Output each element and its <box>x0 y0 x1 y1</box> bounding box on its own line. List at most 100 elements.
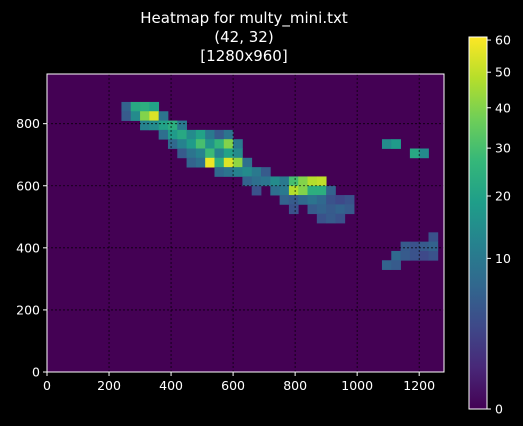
heatmap-cell <box>400 250 411 261</box>
heatmap-cell <box>177 129 187 140</box>
heatmap-cell <box>186 148 197 159</box>
x-axis: 0 200 400 600 800 1000 1200 <box>43 372 435 393</box>
heatmap-cell <box>214 157 225 168</box>
heatmap-cell <box>400 241 411 252</box>
heatmap-cell <box>335 213 346 224</box>
x-tick-label: 1200 <box>403 378 435 393</box>
y-tick-label: 600 <box>16 178 40 193</box>
heatmap-cell <box>261 176 271 187</box>
colorbar: 0 10 20 30 40 50 60 <box>468 33 511 417</box>
heatmap-cell <box>428 250 439 261</box>
heatmap-cell <box>251 176 262 187</box>
heatmap-cell <box>186 157 197 168</box>
heatmap-cell <box>130 111 141 121</box>
heatmap-cell <box>195 139 206 149</box>
heatmap-cell <box>140 111 150 121</box>
heatmap-cell <box>214 148 225 159</box>
heatmap-cell <box>279 195 290 205</box>
heatmap-cell <box>223 129 234 140</box>
heatmap-cell <box>344 195 355 205</box>
heatmap-cell <box>288 185 299 196</box>
heatmap-cell <box>214 129 225 140</box>
y-tick-label: 200 <box>16 302 40 317</box>
plot-area <box>46 73 445 373</box>
heatmap-cell <box>177 139 187 149</box>
heatmap-cell <box>428 232 439 243</box>
heatmap-cell <box>205 129 215 140</box>
colorbar-tick-label: 50 <box>495 65 511 80</box>
heatmap-cell <box>214 167 225 177</box>
colorbar-tick-label: 20 <box>495 188 511 203</box>
heatmap-cell <box>130 101 141 112</box>
y-axis: 0 200 400 600 800 <box>16 116 47 380</box>
heatmap-cell <box>186 129 197 140</box>
colorbar-tick-label: 0 <box>495 402 503 417</box>
heatmap-cell <box>335 204 346 215</box>
heatmap-cell <box>326 204 336 215</box>
chart-title-line-1: Heatmap for multy_mini.txt <box>140 9 348 28</box>
heatmap-cell <box>223 157 234 168</box>
heatmap-cell <box>223 148 234 159</box>
heatmap-cell <box>335 195 346 205</box>
heatmap-cells <box>121 101 439 270</box>
heatmap-cell <box>233 148 243 159</box>
heatmap-cell <box>177 120 187 131</box>
y-tick-label: 0 <box>32 365 40 380</box>
heatmap-cell <box>279 185 290 196</box>
heatmap-cell <box>158 111 169 121</box>
x-tick-label: 600 <box>221 378 245 393</box>
heatmap-cell <box>391 250 401 261</box>
heatmap-cell <box>214 139 225 149</box>
heatmap-cell <box>326 185 336 196</box>
colorbar-tick-label: 30 <box>495 141 511 156</box>
heatmap-cell <box>316 176 327 187</box>
heatmap-cell <box>177 148 187 159</box>
heatmap-cell <box>186 139 197 149</box>
chart-title-line-2: (42, 32) <box>214 28 273 46</box>
grid-lines <box>47 74 444 372</box>
heatmap-cell <box>279 176 290 187</box>
heatmap-cell <box>149 111 160 121</box>
heatmap-cell <box>261 167 271 177</box>
heatmap-cell <box>223 167 234 177</box>
heatmap-cell <box>307 195 318 205</box>
heatmap-cell <box>149 120 160 131</box>
chart-title: Heatmap for multy_mini.txt (42, 32) [128… <box>140 9 348 65</box>
heatmap-cell <box>326 195 336 205</box>
heatmap-cell <box>307 204 318 215</box>
heatmap-cell <box>409 250 420 261</box>
heatmap-cell <box>121 101 132 112</box>
heatmap-cell <box>344 204 355 215</box>
colorbar-tick-label: 40 <box>495 100 511 115</box>
x-tick-label: 400 <box>159 378 183 393</box>
heatmap-cell <box>288 176 299 187</box>
heatmap-cell <box>391 139 401 149</box>
heatmap-cell <box>205 148 215 159</box>
heatmap-cell <box>251 185 262 196</box>
heatmap-cell <box>288 195 299 205</box>
heatmap-cell <box>316 213 327 224</box>
x-tick-label: 1000 <box>341 378 373 393</box>
heatmap-cell <box>391 260 401 270</box>
heatmap-cell <box>381 260 392 270</box>
heatmap-cell <box>419 241 429 252</box>
x-tick-label: 200 <box>97 378 121 393</box>
heatmap-cell <box>381 139 392 149</box>
x-tick-label: 800 <box>283 378 307 393</box>
heatmap-cell <box>242 157 253 168</box>
heatmap-cell <box>270 176 281 187</box>
heatmap-cell <box>428 241 439 252</box>
heatmap-cell <box>158 129 169 140</box>
heatmap-cell <box>205 157 215 168</box>
heatmap-cell <box>140 101 150 112</box>
heatmap-cell <box>409 241 420 252</box>
y-tick-label: 400 <box>16 240 40 255</box>
heatmap-cell <box>419 250 429 261</box>
heatmap-cell <box>326 213 336 224</box>
colorbar-tick-label: 60 <box>495 33 511 48</box>
heatmap-cell <box>409 148 420 159</box>
heatmap-cell <box>233 157 243 168</box>
plot-background <box>47 74 444 372</box>
y-tick-label: 800 <box>16 116 40 131</box>
